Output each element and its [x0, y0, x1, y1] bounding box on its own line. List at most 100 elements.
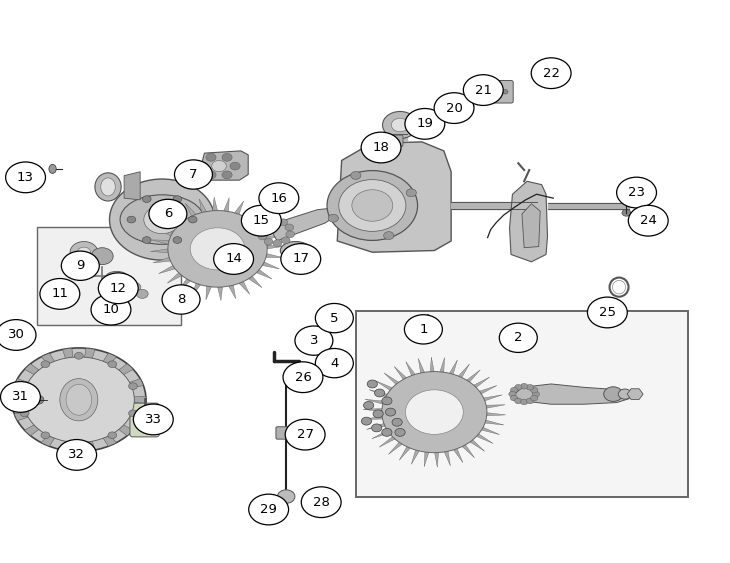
- Circle shape: [110, 179, 215, 260]
- Circle shape: [6, 162, 45, 193]
- Circle shape: [618, 389, 631, 399]
- Text: 25: 25: [599, 306, 616, 319]
- Circle shape: [464, 75, 503, 105]
- Circle shape: [285, 419, 325, 450]
- Circle shape: [277, 490, 295, 503]
- Text: 30: 30: [7, 328, 25, 342]
- Text: 18: 18: [372, 141, 390, 154]
- Circle shape: [122, 276, 134, 285]
- Circle shape: [70, 242, 98, 263]
- Circle shape: [285, 224, 293, 231]
- Polygon shape: [256, 270, 272, 279]
- Circle shape: [392, 418, 402, 426]
- Circle shape: [134, 404, 173, 435]
- Text: 19: 19: [416, 117, 434, 131]
- Circle shape: [212, 160, 226, 172]
- Wedge shape: [42, 400, 79, 446]
- Circle shape: [404, 315, 442, 344]
- Circle shape: [222, 171, 232, 179]
- Circle shape: [531, 395, 538, 401]
- Circle shape: [361, 417, 372, 425]
- Text: 5: 5: [330, 311, 339, 325]
- Circle shape: [222, 153, 232, 161]
- Polygon shape: [228, 285, 236, 299]
- Circle shape: [520, 399, 528, 405]
- Ellipse shape: [66, 385, 92, 415]
- Polygon shape: [163, 218, 179, 228]
- Circle shape: [588, 297, 627, 328]
- Polygon shape: [124, 172, 140, 200]
- Polygon shape: [153, 257, 171, 263]
- Ellipse shape: [120, 195, 204, 244]
- Polygon shape: [545, 72, 565, 86]
- FancyBboxPatch shape: [384, 135, 403, 146]
- Polygon shape: [411, 449, 420, 464]
- Circle shape: [502, 90, 508, 94]
- Polygon shape: [264, 235, 283, 240]
- Text: RTV: RTV: [138, 418, 151, 422]
- Polygon shape: [406, 361, 416, 377]
- Circle shape: [272, 499, 283, 508]
- Polygon shape: [150, 249, 168, 253]
- Polygon shape: [418, 359, 425, 374]
- FancyBboxPatch shape: [480, 81, 513, 103]
- Circle shape: [373, 410, 383, 418]
- Circle shape: [281, 244, 320, 274]
- Ellipse shape: [49, 164, 56, 173]
- Text: 28: 28: [312, 495, 330, 509]
- Circle shape: [510, 387, 518, 393]
- Polygon shape: [364, 415, 384, 419]
- Circle shape: [59, 288, 69, 296]
- Polygon shape: [178, 279, 191, 291]
- Ellipse shape: [450, 106, 458, 110]
- Circle shape: [206, 153, 216, 161]
- Circle shape: [149, 199, 187, 229]
- Circle shape: [23, 357, 134, 443]
- Circle shape: [1, 382, 40, 412]
- Circle shape: [374, 389, 385, 397]
- Circle shape: [550, 75, 560, 83]
- Text: 4: 4: [330, 356, 339, 370]
- Circle shape: [264, 238, 273, 245]
- Circle shape: [127, 216, 136, 223]
- Circle shape: [406, 189, 416, 196]
- Circle shape: [283, 362, 323, 392]
- Circle shape: [191, 228, 245, 270]
- Circle shape: [279, 219, 288, 226]
- Circle shape: [91, 294, 131, 325]
- Circle shape: [361, 132, 401, 163]
- Wedge shape: [12, 396, 79, 403]
- Polygon shape: [466, 370, 480, 383]
- Circle shape: [531, 58, 571, 88]
- Polygon shape: [337, 142, 451, 252]
- Wedge shape: [79, 348, 95, 400]
- Text: 24: 24: [639, 214, 657, 227]
- Polygon shape: [469, 439, 485, 452]
- Circle shape: [493, 95, 499, 100]
- Polygon shape: [522, 204, 540, 248]
- Polygon shape: [510, 181, 548, 262]
- Circle shape: [493, 84, 499, 88]
- Circle shape: [383, 111, 418, 138]
- Polygon shape: [485, 405, 505, 409]
- Circle shape: [315, 303, 353, 333]
- Circle shape: [526, 398, 534, 404]
- Text: 27: 27: [296, 428, 314, 441]
- Circle shape: [108, 432, 117, 439]
- Text: 12: 12: [110, 282, 127, 295]
- Polygon shape: [239, 282, 250, 294]
- Circle shape: [382, 428, 392, 436]
- Polygon shape: [444, 450, 450, 466]
- Polygon shape: [199, 199, 207, 213]
- Polygon shape: [155, 229, 173, 236]
- Circle shape: [382, 372, 487, 453]
- FancyBboxPatch shape: [356, 311, 688, 497]
- Polygon shape: [449, 360, 458, 376]
- Circle shape: [629, 205, 668, 236]
- Wedge shape: [63, 348, 79, 400]
- Circle shape: [41, 432, 50, 439]
- Circle shape: [32, 395, 44, 404]
- Circle shape: [41, 361, 50, 368]
- Text: 10: 10: [102, 303, 120, 316]
- Polygon shape: [260, 224, 277, 232]
